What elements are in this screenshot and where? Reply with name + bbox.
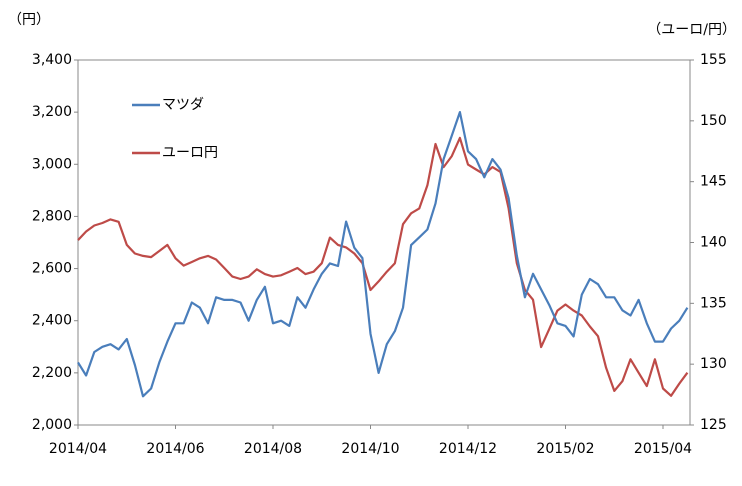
y-axis-label: （円） bbox=[8, 12, 50, 28]
y-tick-label: 3,400 bbox=[32, 52, 72, 68]
y-tick-label: 2,800 bbox=[32, 208, 72, 224]
x-tick-label: 2014/12 bbox=[439, 441, 497, 457]
x-tick-label: 2015/04 bbox=[634, 441, 692, 457]
y-tick-label: 3,200 bbox=[32, 104, 72, 120]
legend-label: ユーロ円 bbox=[162, 145, 218, 161]
y2-tick-label: 140 bbox=[700, 235, 727, 251]
series-line bbox=[77, 136, 689, 397]
y2-tick-label: 150 bbox=[700, 113, 727, 129]
y2-tick-label: 135 bbox=[700, 295, 727, 311]
y-tick-label: 2,000 bbox=[32, 417, 72, 433]
y-tick-label: 2,600 bbox=[32, 261, 72, 277]
y-tick-label: 2,200 bbox=[32, 365, 72, 381]
y-tick-label: 3,000 bbox=[32, 156, 72, 172]
x-tick-label: 2014/10 bbox=[341, 441, 399, 457]
x-tick-label: 2015/02 bbox=[536, 441, 594, 457]
y2-tick-label: 145 bbox=[700, 174, 727, 190]
y2-axis-label: （ユーロ/円） bbox=[647, 22, 736, 38]
x-tick-label: 2014/06 bbox=[146, 441, 204, 457]
series-line bbox=[77, 111, 689, 398]
y2-tick-label: 130 bbox=[700, 356, 727, 372]
x-tick-label: 2014/08 bbox=[244, 441, 302, 457]
y2-tick-label: 125 bbox=[700, 417, 727, 433]
legend-label: マツダ bbox=[162, 97, 204, 113]
y2-tick-label: 155 bbox=[700, 52, 727, 68]
plot-frame bbox=[77, 59, 691, 426]
x-tick-label: 2014/04 bbox=[49, 441, 107, 457]
y-tick-label: 2,400 bbox=[32, 313, 72, 329]
